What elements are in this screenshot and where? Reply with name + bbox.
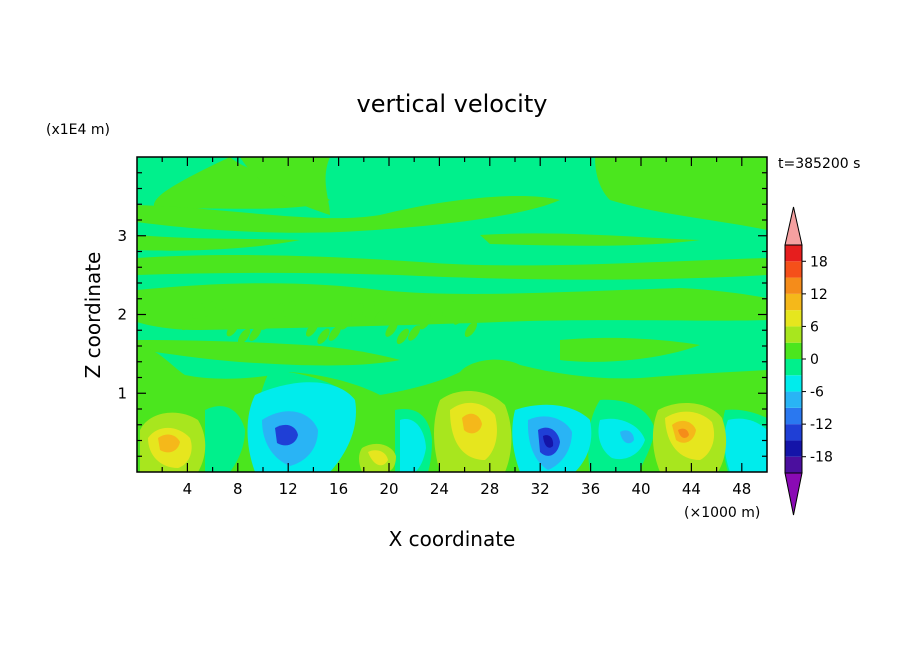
contour-band <box>560 337 700 362</box>
wave-stripe <box>453 309 466 325</box>
contour-band <box>137 255 767 280</box>
wave-stripe <box>215 308 228 325</box>
contour-band <box>543 435 554 448</box>
x-tick-label: 48 <box>732 480 751 498</box>
y-tick-label: 1 <box>117 384 127 402</box>
wave-stripe <box>340 314 353 330</box>
wave-stripe <box>294 308 307 325</box>
wave-stripe <box>249 325 262 342</box>
wave-stripe <box>419 313 432 330</box>
wave-stripe <box>442 301 455 317</box>
chart-title: vertical velocity <box>357 90 548 118</box>
contour-band <box>620 430 634 444</box>
wave-stripe <box>385 321 398 337</box>
x-tick-label: 12 <box>279 480 298 498</box>
contour-fills <box>137 157 767 472</box>
contour-band <box>275 424 298 446</box>
y-tick-label: 3 <box>117 227 127 245</box>
contour-plot: 4 8 12 16 20 24 28 32 36 40 44 48 123 <box>117 156 768 498</box>
wave-stripe <box>317 328 330 345</box>
contour-band <box>598 418 645 460</box>
wave-stripe <box>181 314 194 331</box>
contour-band <box>368 450 388 466</box>
contour-band <box>240 157 330 215</box>
wave-pattern <box>181 300 478 345</box>
y-tick-label: 2 <box>117 306 127 324</box>
wave-stripe <box>192 303 205 319</box>
x-tick-label: 16 <box>329 480 348 498</box>
x-tick-label: 28 <box>480 480 499 498</box>
x-axis-ticks: 4 8 12 16 20 24 28 32 36 40 44 48 <box>161 157 751 498</box>
colorbar-swatch <box>785 407 802 425</box>
contour-band <box>205 406 245 472</box>
x-tick-label: 32 <box>531 480 550 498</box>
colorbar-tick-label: 0 <box>810 352 819 368</box>
wave-stripe <box>328 325 341 341</box>
colorbar-tick-label: -18 <box>810 450 833 466</box>
contour-band <box>137 195 560 233</box>
wave-stripe <box>260 314 273 330</box>
contour-band <box>137 340 400 366</box>
colorbar-min-arrow <box>784 472 803 516</box>
x-axis-label: X coordinate <box>389 527 516 551</box>
colorbar-swatch <box>785 245 802 262</box>
wave-stripe <box>272 303 285 319</box>
x-tick-label: 44 <box>682 480 701 498</box>
colorbar-swatch <box>785 456 802 473</box>
x-tick-label: 24 <box>430 480 449 498</box>
colorbar-swatch <box>785 375 802 392</box>
y-axis-ticks: 1 2 3 <box>117 172 767 457</box>
colorbar-swatch <box>785 342 802 359</box>
contour-band <box>462 413 482 434</box>
wave-stripe <box>306 321 319 337</box>
colorbar-swatch <box>785 440 802 457</box>
contour-band <box>158 434 180 453</box>
x-tick-label: 36 <box>581 480 600 498</box>
wave-stripe <box>283 300 296 317</box>
wave-stripe <box>464 321 478 338</box>
wave-stripe <box>396 328 409 345</box>
x-tick-label: 8 <box>233 480 243 498</box>
wave-stripe <box>362 300 375 317</box>
contour-band <box>480 233 700 246</box>
colorbar-tick-label: 6 <box>810 319 819 335</box>
wave-stripe <box>237 328 251 344</box>
colorbar: 18 12 6 0 -6 -12 -18 <box>784 206 833 516</box>
colorbar-swatch <box>785 424 802 441</box>
colorbar-tick-label: -12 <box>810 417 833 433</box>
x-unit-label: (×1000 m) <box>684 505 760 521</box>
colorbar-swatch <box>785 277 802 294</box>
colorbar-tick-label: 12 <box>810 287 828 303</box>
wave-stripe <box>430 303 443 319</box>
colorbar-swatch <box>785 293 802 311</box>
contour-band <box>724 418 767 472</box>
colorbar-swatch <box>785 310 802 327</box>
wave-stripe <box>226 320 239 337</box>
colorbar-tick-label: -6 <box>810 385 824 401</box>
wave-stripe <box>351 303 364 319</box>
contour-band <box>137 235 300 251</box>
colorbar-swatch <box>785 261 802 278</box>
y-axis-label: Z coordinate <box>81 252 105 379</box>
y-unit-label: (x1E4 m) <box>46 122 110 138</box>
colorbar-swatch <box>785 326 802 343</box>
x-tick-label: 4 <box>183 480 193 498</box>
colorbar-max-arrow <box>784 206 803 246</box>
wave-stripe <box>374 309 387 325</box>
wave-stripe <box>408 325 421 341</box>
colorbar-tick-label: 18 <box>810 254 828 270</box>
colorbar-swatch <box>785 391 802 408</box>
wave-stripe <box>203 300 217 317</box>
time-label: t=385200 s <box>778 156 860 172</box>
x-tick-label: 40 <box>631 480 650 498</box>
contour-band <box>595 157 767 230</box>
contour-band <box>400 419 426 472</box>
contour-band <box>678 428 689 438</box>
x-tick-label: 20 <box>379 480 398 498</box>
colorbar-swatch <box>785 359 802 376</box>
